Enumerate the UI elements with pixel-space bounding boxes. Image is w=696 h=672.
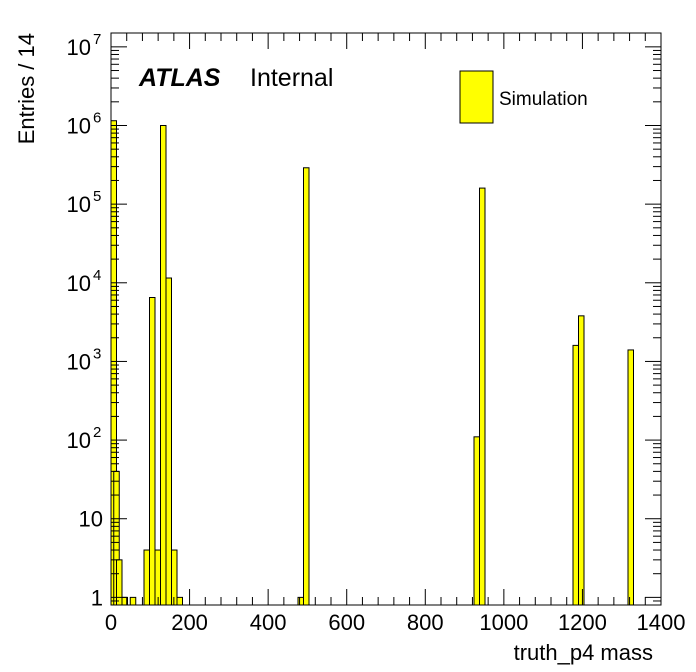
histogram-bar [572, 344, 579, 606]
internal-label: Internal [250, 64, 333, 92]
histogram-bar [297, 596, 304, 606]
histogram-bar [171, 549, 178, 606]
y-tick-exponent: 7 [93, 31, 101, 48]
y-tick-label: 10 [67, 113, 91, 138]
y-tick-exponent: 2 [93, 424, 101, 441]
histogram-bar [116, 559, 123, 606]
histogram-bar [627, 349, 634, 606]
histogram-bar [149, 297, 156, 606]
y-tick-exponent: 6 [93, 109, 101, 126]
histogram-bar [143, 549, 150, 606]
y-tick-label: 10 [67, 428, 91, 453]
x-tick-label: 400 [250, 610, 287, 635]
y-tick-label: 10 [67, 35, 91, 60]
histogram-bar [303, 167, 310, 606]
y-tick-exponent: 5 [93, 188, 101, 205]
histogram-bar [160, 124, 167, 606]
x-tick-label: 1400 [637, 610, 686, 635]
x-tick-label: 1200 [558, 610, 607, 635]
y-tick-label: 1 [91, 585, 103, 610]
x-tick-label: 800 [407, 610, 444, 635]
histogram-bar [578, 315, 585, 606]
x-tick-label: 600 [328, 610, 365, 635]
x-tick-labels: 0 200 400 600 800 1000 1200 1400 [105, 610, 686, 635]
y-tick-label: 10 [79, 507, 103, 532]
x-tick-label: 0 [105, 610, 117, 635]
x-axis-title: truth_p4 mass [514, 640, 653, 665]
histogram-bar [154, 549, 161, 606]
y-axis-title: Entries / 14 [14, 33, 39, 144]
histogram-bar [165, 277, 172, 606]
atlas-label: ATLAS [138, 64, 221, 92]
y-tick-label: 10 [67, 192, 91, 217]
y-tick-label: 10 [67, 271, 91, 296]
plot-frame [110, 32, 662, 606]
axis-ticks [110, 33, 662, 606]
x-tick-label: 1000 [479, 610, 528, 635]
histogram-bar [473, 436, 480, 606]
legend: Simulation [459, 70, 588, 124]
y-tick-exponent: 3 [93, 345, 101, 362]
y-tick-label: 10 [67, 349, 91, 374]
histogram-bar [479, 187, 486, 606]
y-tick-exponent: 4 [93, 267, 101, 284]
legend-entry-simulation: Simulation [499, 89, 588, 110]
histogram-bar [129, 596, 137, 606]
histogram-bars [110, 120, 634, 606]
histogram-bar [176, 596, 183, 606]
legend-swatch [459, 70, 494, 124]
x-tick-label: 200 [171, 610, 208, 635]
